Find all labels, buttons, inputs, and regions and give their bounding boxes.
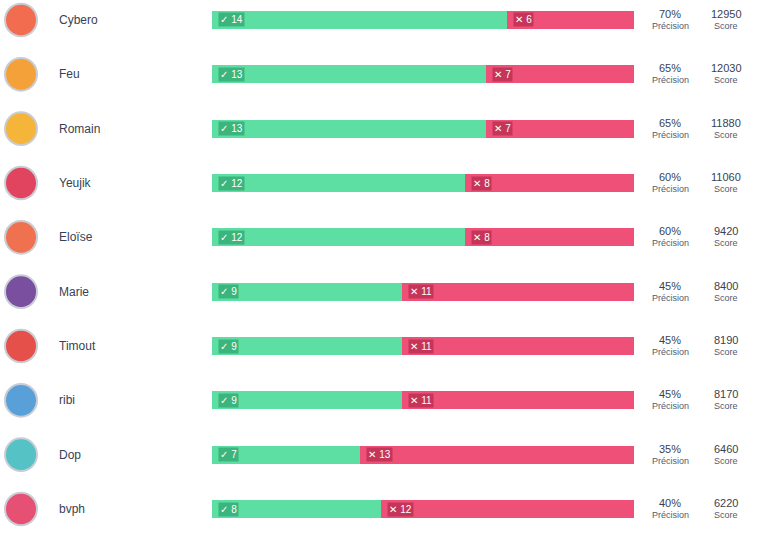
svg-text:Précision: Précision (652, 347, 689, 357)
svg-text:11880: 11880 (711, 117, 741, 129)
svg-text:9420: 9420 (714, 225, 738, 237)
svg-text:45%: 45% (659, 280, 681, 292)
svg-text:✕ 8: ✕ 8 (473, 178, 490, 189)
svg-text:✓ 13: ✓ 13 (220, 69, 243, 80)
svg-text:Score: Score (714, 184, 738, 194)
svg-text:✕ 6: ✕ 6 (515, 14, 532, 25)
svg-text:Précision: Précision (652, 184, 689, 194)
svg-text:Feu: Feu (59, 67, 80, 81)
svg-text:✓ 8: ✓ 8 (220, 504, 237, 515)
svg-text:✓ 9: ✓ 9 (220, 395, 237, 406)
svg-text:✕ 11: ✕ 11 (410, 395, 432, 406)
svg-text:✕ 7: ✕ 7 (494, 123, 511, 134)
svg-text:bvph: bvph (59, 502, 85, 516)
svg-text:Précision: Précision (652, 75, 689, 85)
svg-text:11060: 11060 (711, 171, 741, 183)
svg-text:Score: Score (714, 130, 738, 140)
svg-text:Score: Score (714, 347, 738, 357)
svg-text:6460: 6460 (714, 443, 738, 455)
svg-text:Score: Score (714, 510, 738, 520)
svg-text:Précision: Précision (652, 510, 689, 520)
svg-text:Marie: Marie (59, 285, 89, 299)
svg-text:Dop: Dop (59, 448, 81, 462)
svg-text:Score: Score (714, 75, 738, 85)
svg-text:Romain: Romain (59, 122, 100, 136)
svg-text:✓ 12: ✓ 12 (220, 232, 243, 243)
svg-text:Précision: Précision (652, 456, 689, 466)
svg-text:Précision: Précision (652, 21, 689, 31)
svg-text:Score: Score (714, 21, 738, 31)
svg-text:Score: Score (714, 293, 738, 303)
svg-text:65%: 65% (659, 62, 681, 74)
svg-text:✓ 14: ✓ 14 (220, 14, 243, 25)
svg-text:Yeujik: Yeujik (59, 176, 92, 190)
svg-text:✕ 12: ✕ 12 (389, 504, 412, 515)
svg-text:12950: 12950 (711, 8, 742, 20)
svg-text:Cybero: Cybero (59, 13, 98, 27)
svg-text:70%: 70% (659, 8, 681, 20)
svg-text:✓ 13: ✓ 13 (220, 123, 243, 134)
svg-text:35%: 35% (659, 443, 681, 455)
svg-text:Précision: Précision (652, 401, 689, 411)
svg-text:✕ 11: ✕ 11 (410, 341, 432, 352)
svg-text:✕ 7: ✕ 7 (494, 69, 511, 80)
svg-text:8400: 8400 (714, 280, 738, 292)
svg-text:✓ 9: ✓ 9 (220, 341, 237, 352)
svg-text:60%: 60% (659, 225, 681, 237)
svg-text:ribi: ribi (59, 393, 75, 407)
svg-text:Score: Score (714, 401, 738, 411)
svg-text:Eloïse: Eloïse (59, 230, 93, 244)
svg-text:65%: 65% (659, 117, 681, 129)
svg-text:✕ 11: ✕ 11 (410, 286, 432, 297)
svg-text:60%: 60% (659, 171, 681, 183)
svg-text:Précision: Précision (652, 238, 689, 248)
svg-text:✕ 8: ✕ 8 (473, 232, 490, 243)
svg-text:Précision: Précision (652, 130, 689, 140)
svg-text:40%: 40% (659, 497, 681, 509)
svg-text:6220: 6220 (714, 497, 738, 509)
svg-text:45%: 45% (659, 334, 681, 346)
svg-text:Score: Score (714, 238, 738, 248)
svg-text:✓ 7: ✓ 7 (220, 449, 237, 460)
svg-text:✓ 9: ✓ 9 (220, 286, 237, 297)
svg-text:Score: Score (714, 456, 738, 466)
svg-text:8170: 8170 (714, 388, 738, 400)
svg-text:✓ 12: ✓ 12 (220, 178, 243, 189)
svg-text:8190: 8190 (714, 334, 738, 346)
svg-text:Timout: Timout (59, 339, 96, 353)
svg-text:45%: 45% (659, 388, 681, 400)
svg-text:12030: 12030 (711, 62, 742, 74)
svg-text:✕ 13: ✕ 13 (368, 449, 391, 460)
svg-text:Précision: Précision (652, 293, 689, 303)
